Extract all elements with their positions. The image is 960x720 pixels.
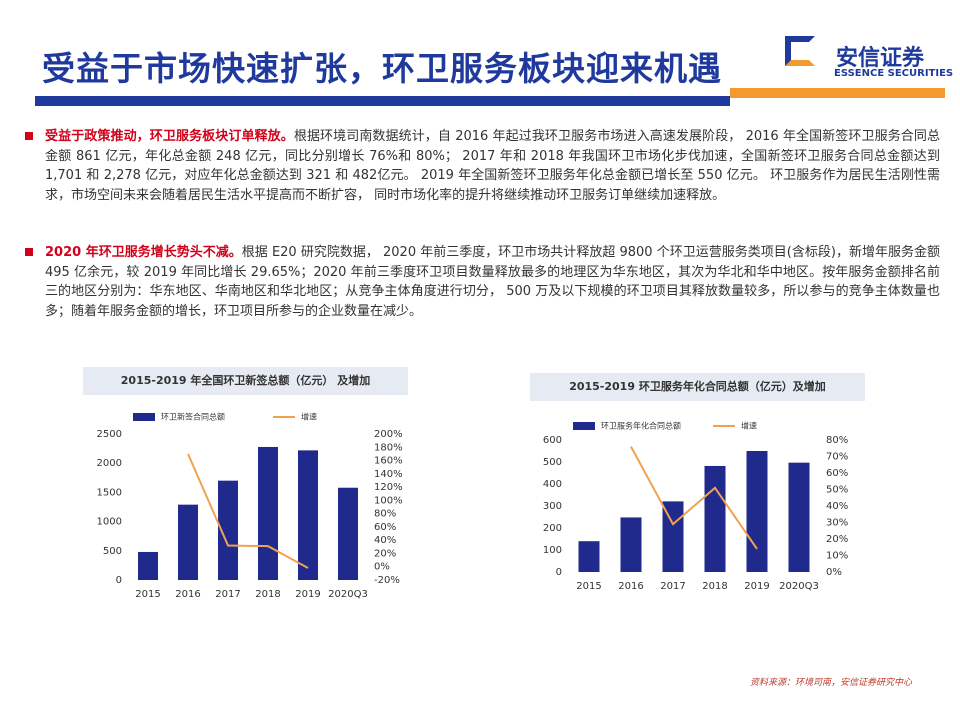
y-tick-label: 100: [543, 545, 562, 556]
legend-label: 环卫服务年化合同总额: [601, 421, 681, 431]
x-tick-label: 2018: [255, 589, 280, 600]
bar: [620, 517, 642, 572]
y-tick-label: 200: [543, 523, 562, 534]
chart-title-box: [530, 373, 865, 401]
y2-tick-label: 60%: [826, 468, 848, 479]
y2-tick-label: 0%: [826, 567, 842, 578]
y-tick-label: 300: [543, 501, 562, 512]
bar: [178, 504, 198, 580]
y2-tick-label: 50%: [826, 485, 848, 496]
y2-tick-label: 0%: [374, 562, 390, 573]
title-rule: [35, 96, 730, 106]
bullet-marker: [25, 248, 33, 256]
y-tick-label: 1000: [97, 517, 122, 528]
x-tick-label: 2020Q3: [328, 589, 368, 600]
logo-mark: [785, 36, 815, 66]
x-tick-label: 2015: [576, 581, 601, 592]
y2-tick-label: 40%: [826, 501, 848, 512]
legend-label: 环卫新签合同总额: [161, 412, 225, 422]
y2-tick-label: 80%: [374, 509, 396, 520]
y-tick-label: 400: [543, 479, 562, 490]
x-tick-label: 2016: [175, 589, 200, 600]
y2-tick-label: 70%: [826, 452, 848, 463]
y2-tick-label: 180%: [374, 442, 403, 453]
chart: 2015-2019 年全国环卫新签总额（亿元） 及增加 0 500 1000 1500 2…: [83, 367, 408, 600]
logo-text: 安信证券: [836, 46, 925, 71]
y2-tick-label: 160%: [374, 456, 403, 467]
y2-tick-label: -20%: [374, 575, 400, 586]
y2-tick-label: 40%: [374, 535, 396, 546]
y-tick-label: 1500: [97, 487, 122, 498]
y-tick-label: 500: [543, 457, 562, 468]
legend-label: 增速: [301, 412, 317, 422]
bullet-lead: 受益于政策推动，环卫服务板块订单释放。: [45, 129, 294, 144]
logo-subtext: ESSENCE SECURITIES: [834, 68, 954, 79]
slide-title: 受益于市场快速扩张，环卫服务板块迎来机遇: [42, 49, 722, 88]
bullet-text: 根据 E20 研究院数据， 2020 年前三季度，环卫市场共计释放超 9800 …: [45, 245, 940, 319]
bullet: 受益于政策推动，环卫服务板块订单释放。根据环境司南数据统计，自 2016 年起过…: [25, 127, 940, 205]
y-tick-label: 500: [103, 546, 122, 557]
y2-tick-label: 120%: [374, 482, 403, 493]
y2-tick-label: 200%: [374, 429, 403, 440]
chart: 2015-2019 环卫服务年化合同总额（亿元）及增加 0 100 200 300 400…: [530, 373, 865, 592]
x-tick-label: 2019: [295, 589, 320, 600]
bar: [218, 480, 238, 580]
y-tick-label: 0: [556, 567, 562, 578]
bar: [298, 450, 318, 580]
title-rule-accent: [730, 88, 945, 98]
legend-label: 增速: [741, 421, 757, 431]
x-tick-label: 2017: [215, 589, 240, 600]
y2-tick-label: 20%: [826, 534, 848, 545]
bullet-text: 根据环境司南数据统计，自 2016 年起过我环卫服务市场进入高速发展阶段， 20…: [45, 129, 940, 203]
source-note: 资料来源：环境司南，安信证券研究中心: [750, 678, 913, 688]
x-tick-label: 2020Q3: [779, 581, 819, 592]
x-tick-label: 2019: [744, 581, 769, 592]
bullet-lead: 2020 年环卫服务增长势头不减。: [45, 245, 242, 260]
y-tick-label: 2000: [97, 458, 122, 469]
bar: [338, 487, 358, 580]
bar: [138, 551, 158, 580]
bar: [578, 541, 600, 572]
bar: [788, 462, 810, 572]
y2-tick-label: 80%: [826, 435, 848, 446]
growth-line: [630, 446, 758, 550]
chart-title: 2015-2019 环卫服务年化合同总额（亿元）及增加: [569, 379, 826, 393]
y2-tick-label: 100%: [374, 495, 403, 506]
y2-tick-label: 10%: [826, 551, 848, 562]
y2-tick-label: 140%: [374, 469, 403, 480]
growth-line: [187, 453, 309, 569]
bullet-marker: [25, 132, 33, 140]
x-tick-label: 2018: [702, 581, 727, 592]
legend-swatch: [133, 413, 155, 421]
chart-title-box: [83, 367, 408, 395]
y-tick-label: 600: [543, 435, 562, 446]
y2-tick-label: 20%: [374, 548, 396, 559]
x-tick-label: 2015: [135, 589, 160, 600]
bullet: 2020 年环卫服务增长势头不减。根据 E20 研究院数据， 2020 年前三季…: [25, 243, 940, 321]
y2-tick-label: 60%: [374, 522, 396, 533]
y-tick-label: 0: [116, 575, 122, 586]
bar: [258, 446, 278, 580]
x-tick-label: 2017: [660, 581, 685, 592]
bar: [704, 465, 726, 572]
y2-tick-label: 30%: [826, 518, 848, 529]
x-tick-label: 2016: [618, 581, 643, 592]
legend-swatch: [573, 422, 595, 430]
bar: [746, 451, 768, 572]
y-tick-label: 2500: [97, 429, 122, 440]
chart-title: 2015-2019 年全国环卫新签总额（亿元） 及增加: [121, 373, 370, 387]
